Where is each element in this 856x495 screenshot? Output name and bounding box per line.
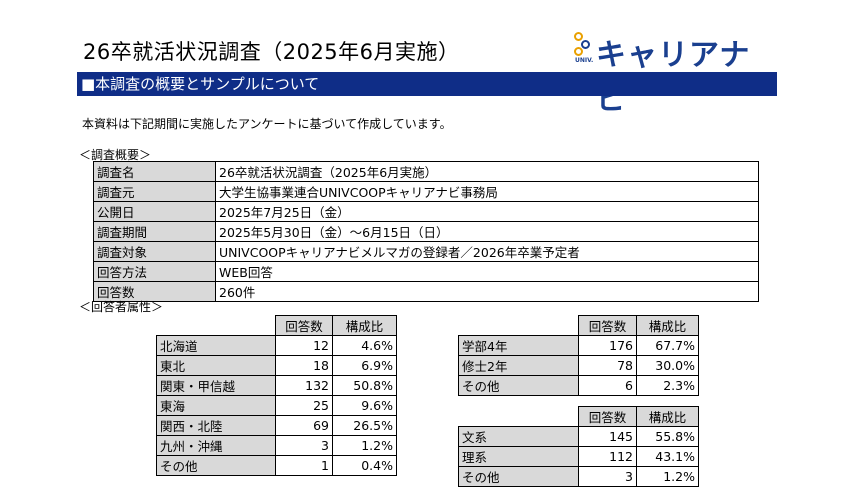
category-label: その他 bbox=[156, 455, 276, 476]
row-label: 回答方法 bbox=[93, 261, 216, 282]
col-count-header: 回答数 bbox=[578, 406, 637, 427]
table-row: 公開日 2025年7月25日（金） bbox=[93, 201, 759, 222]
table-row: 調査名 26卒就活状況調査（2025年6月実施） bbox=[93, 161, 759, 182]
table-row: 修士2年 78 30.0% bbox=[458, 355, 699, 376]
table-row: 関東・甲信越 132 50.8% bbox=[156, 375, 397, 396]
count-cell: 18 bbox=[275, 355, 333, 376]
count-cell: 78 bbox=[578, 355, 637, 376]
category-label: 修士2年 bbox=[458, 355, 579, 376]
region-table: 回答数 構成比 北海道 12 4.6% 東北 18 6.9% 関東・甲信越 132 50.8… bbox=[156, 315, 397, 476]
overview-caption: ＜調査概要＞ bbox=[79, 148, 152, 162]
count-cell: 145 bbox=[578, 426, 637, 447]
attributes-caption: ＜回答者属性＞ bbox=[79, 300, 164, 314]
ratio-cell: 4.6% bbox=[332, 335, 397, 356]
category-label: 東海 bbox=[156, 395, 276, 416]
table-row: 調査対象 UNIVCOOPキャリアナビメルマガの登録者／2026年卒業予定者 bbox=[93, 241, 759, 262]
category-label: 九州・沖縄 bbox=[156, 435, 276, 456]
table-row: 九州・沖縄 3 1.2% bbox=[156, 435, 397, 456]
ratio-cell: 1.2% bbox=[636, 466, 699, 487]
ratio-cell: 0.4% bbox=[332, 455, 397, 476]
table-row: 関西・北陸 69 26.5% bbox=[156, 415, 397, 436]
row-value: 2025年5月30日（金）～6月15日（日） bbox=[215, 221, 759, 242]
table-row: 調査期間 2025年5月30日（金）～6月15日（日） bbox=[93, 221, 759, 242]
table-row: 理系 112 43.1% bbox=[458, 446, 699, 467]
row-value: WEB回答 bbox=[215, 261, 759, 282]
row-value: 260件 bbox=[215, 281, 759, 302]
ratio-cell: 9.6% bbox=[332, 395, 397, 416]
header-blank bbox=[157, 316, 276, 336]
table-row: 回答数 260件 bbox=[93, 281, 759, 302]
ratio-cell: 67.7% bbox=[636, 335, 699, 356]
univcoop-career-navi-logo: UNIV. キャリアナビ bbox=[574, 30, 764, 117]
category-label: 関西・北陸 bbox=[156, 415, 276, 436]
category-label: 学部4年 bbox=[458, 335, 579, 356]
intro-text: 本資料は下記期間に実施したアンケートに基づいて作成しています。 bbox=[82, 117, 452, 131]
count-cell: 3 bbox=[578, 466, 637, 487]
ratio-cell: 30.0% bbox=[636, 355, 699, 376]
table-row: 文系 145 55.8% bbox=[458, 426, 699, 447]
col-ratio-header: 構成比 bbox=[332, 315, 397, 336]
category-label: 理系 bbox=[458, 446, 579, 467]
category-label: 北海道 bbox=[156, 335, 276, 356]
row-label: 調査元 bbox=[93, 181, 216, 202]
row-label: 公開日 bbox=[93, 201, 216, 222]
table-row: その他 1 0.4% bbox=[156, 455, 397, 476]
row-label: 調査名 bbox=[93, 161, 216, 182]
logo-sub-text: UNIV. bbox=[575, 57, 594, 64]
ratio-cell: 2.3% bbox=[636, 375, 699, 396]
table-header-row: 回答数 構成比 bbox=[459, 315, 699, 336]
row-value: 2025年7月25日（金） bbox=[215, 201, 759, 222]
table-row: 回答方法 WEB回答 bbox=[93, 261, 759, 282]
row-label: 回答数 bbox=[93, 281, 216, 302]
count-cell: 25 bbox=[275, 395, 333, 416]
table-row: 調査元 大学生協事業連合UNIVCOOPキャリアナビ事務局 bbox=[93, 181, 759, 202]
col-ratio-header: 構成比 bbox=[636, 315, 699, 336]
major-table: 回答数 構成比 文系 145 55.8% 理系 112 43.1% その他 3 1.2% bbox=[458, 406, 699, 487]
ratio-cell: 6.9% bbox=[332, 355, 397, 376]
logo-mark-icon bbox=[574, 32, 592, 68]
table-header-row: 回答数 構成比 bbox=[157, 315, 397, 336]
category-label: 東北 bbox=[156, 355, 276, 376]
col-count-header: 回答数 bbox=[275, 315, 333, 336]
count-cell: 112 bbox=[578, 446, 637, 467]
page-title: 26卒就活状況調査（2025年6月実施） bbox=[83, 40, 460, 64]
row-value: 大学生協事業連合UNIVCOOPキャリアナビ事務局 bbox=[215, 181, 759, 202]
count-cell: 69 bbox=[275, 415, 333, 436]
count-cell: 176 bbox=[578, 335, 637, 356]
table-row: 東北 18 6.9% bbox=[156, 355, 397, 376]
row-value: 26卒就活状況調査（2025年6月実施） bbox=[215, 161, 759, 182]
row-label: 調査期間 bbox=[93, 221, 216, 242]
table-header-row: 回答数 構成比 bbox=[459, 406, 699, 427]
col-count-header: 回答数 bbox=[578, 315, 637, 336]
count-cell: 3 bbox=[275, 435, 333, 456]
logo-text: キャリアナビ bbox=[596, 38, 751, 117]
section-header: ■本調査の概要とサンプルについて bbox=[77, 72, 777, 96]
ratio-cell: 43.1% bbox=[636, 446, 699, 467]
category-label: その他 bbox=[458, 375, 579, 396]
header-blank bbox=[459, 316, 579, 336]
table-row: 東海 25 9.6% bbox=[156, 395, 397, 416]
count-cell: 12 bbox=[275, 335, 333, 356]
category-label: 文系 bbox=[458, 426, 579, 447]
count-cell: 1 bbox=[275, 455, 333, 476]
category-label: その他 bbox=[458, 466, 579, 487]
ratio-cell: 55.8% bbox=[636, 426, 699, 447]
table-row: 北海道 12 4.6% bbox=[156, 335, 397, 356]
category-label: 関東・甲信越 bbox=[156, 375, 276, 396]
grade-table: 回答数 構成比 学部4年 176 67.7% 修士2年 78 30.0% その他 6 2.3… bbox=[458, 315, 699, 396]
col-ratio-header: 構成比 bbox=[636, 406, 699, 427]
overview-table: 調査名 26卒就活状況調査（2025年6月実施） 調査元 大学生協事業連合UNIVC… bbox=[93, 161, 759, 302]
count-cell: 132 bbox=[275, 375, 333, 396]
row-label: 調査対象 bbox=[93, 241, 216, 262]
ratio-cell: 26.5% bbox=[332, 415, 397, 436]
row-value: UNIVCOOPキャリアナビメルマガの登録者／2026年卒業予定者 bbox=[215, 241, 759, 262]
ratio-cell: 50.8% bbox=[332, 375, 397, 396]
header-blank bbox=[459, 407, 579, 427]
table-row: 学部4年 176 67.7% bbox=[458, 335, 699, 356]
table-row: その他 6 2.3% bbox=[458, 375, 699, 396]
count-cell: 6 bbox=[578, 375, 637, 396]
table-row: その他 3 1.2% bbox=[458, 466, 699, 487]
ratio-cell: 1.2% bbox=[332, 435, 397, 456]
